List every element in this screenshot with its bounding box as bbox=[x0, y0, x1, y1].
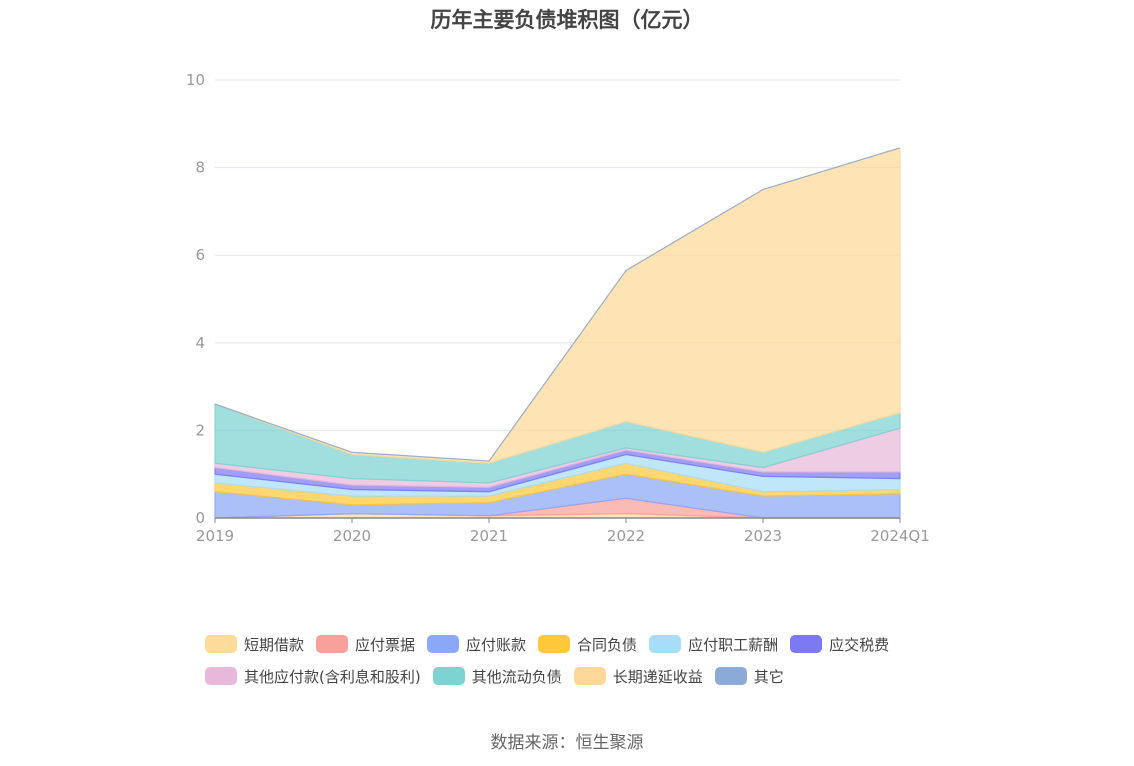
legend-item[interactable]: 其它 bbox=[714, 666, 784, 687]
legend-label: 其他流动负债 bbox=[471, 667, 562, 686]
legend-item[interactable]: 应付票据 bbox=[316, 634, 415, 655]
x-tick-label: 2024Q1 bbox=[870, 527, 930, 545]
legend-label: 合同负债 bbox=[577, 635, 638, 654]
legend-swatch bbox=[538, 635, 571, 653]
chart-title: 历年主要负债堆积图（亿元） bbox=[430, 8, 704, 32]
x-tick-label: 2023 bbox=[744, 527, 782, 545]
legend-swatch bbox=[649, 635, 682, 653]
y-tick-label: 0 bbox=[195, 509, 205, 527]
area-series-9[interactable] bbox=[214, 147, 901, 462]
stacked-area-chart: 0 2 4 6 8 10 2019 2020 2021 2022 2023 2024Q1 bbox=[186, 71, 930, 545]
legend-item[interactable]: 应交税费 bbox=[790, 634, 889, 655]
legend: 短期借款 应付票据 应付账款 合同负债 应付职工薪酬 应交税费 其他应付款(含利息和股利) 其… bbox=[205, 628, 965, 692]
legend-swatch bbox=[790, 635, 823, 653]
legend-label: 应交税费 bbox=[829, 635, 890, 654]
axes: 2019 2020 2021 2022 2023 2024Q1 bbox=[196, 517, 930, 545]
legend-item[interactable]: 其他应付款(含利息和股利) bbox=[205, 666, 421, 687]
legend-swatch bbox=[427, 635, 460, 653]
legend-item[interactable]: 应付职工薪酬 bbox=[649, 634, 778, 655]
legend-swatch bbox=[205, 667, 237, 685]
legend-label: 短期借款 bbox=[244, 635, 305, 654]
y-tick-label: 4 bbox=[195, 334, 205, 352]
legend-row: 其他应付款(含利息和股利) 其他流动负债 长期递延收益 其它 bbox=[205, 660, 965, 692]
legend-swatch bbox=[205, 635, 237, 653]
legend-item[interactable]: 合同负债 bbox=[538, 634, 637, 655]
area-series bbox=[214, 147, 901, 519]
legend-row: 短期借款 应付票据 应付账款 合同负债 应付职工薪酬 应交税费 bbox=[205, 628, 965, 660]
legend-swatch bbox=[573, 667, 606, 685]
legend-swatch bbox=[714, 667, 747, 685]
data-source-note: 数据来源：恒生聚源 bbox=[490, 733, 644, 753]
y-tick-label: 10 bbox=[186, 71, 205, 89]
area-series-8[interactable] bbox=[214, 147, 901, 464]
legend-swatch bbox=[432, 667, 465, 685]
legend-item[interactable]: 应付账款 bbox=[427, 634, 526, 655]
y-tick-label: 8 bbox=[195, 159, 205, 177]
legend-item[interactable]: 短期借款 bbox=[205, 634, 304, 655]
legend-label: 应付账款 bbox=[466, 635, 527, 654]
y-tick-label: 2 bbox=[195, 421, 205, 439]
y-tick-label: 6 bbox=[195, 246, 205, 264]
legend-label: 其他应付款(含利息和股利) bbox=[244, 667, 421, 686]
x-tick-label: 2021 bbox=[470, 527, 508, 545]
legend-label: 长期递延收益 bbox=[612, 667, 703, 686]
x-tick-label: 2019 bbox=[196, 527, 234, 545]
x-tick-label: 2022 bbox=[607, 527, 645, 545]
x-tick-label: 2020 bbox=[333, 527, 371, 545]
legend-label: 应付职工薪酬 bbox=[688, 635, 779, 654]
legend-item[interactable]: 长期递延收益 bbox=[573, 666, 703, 687]
legend-label: 其它 bbox=[753, 667, 784, 686]
legend-swatch bbox=[316, 635, 349, 653]
legend-label: 应付票据 bbox=[355, 635, 416, 654]
legend-item[interactable]: 其他流动负债 bbox=[432, 666, 562, 687]
